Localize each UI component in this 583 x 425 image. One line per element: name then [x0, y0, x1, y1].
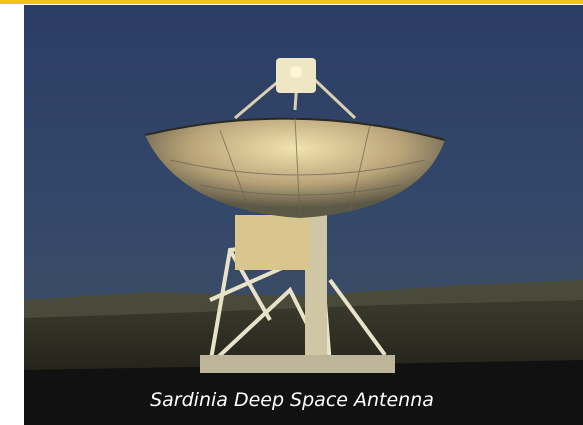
top-bar: [0, 0, 583, 4]
caption: Sardinia Deep Space Antenna: [150, 389, 434, 411]
photo: Sardinia Deep Space Antenna: [24, 5, 583, 425]
screenshot: Sardinia Deep Space Antenna: [0, 0, 583, 425]
